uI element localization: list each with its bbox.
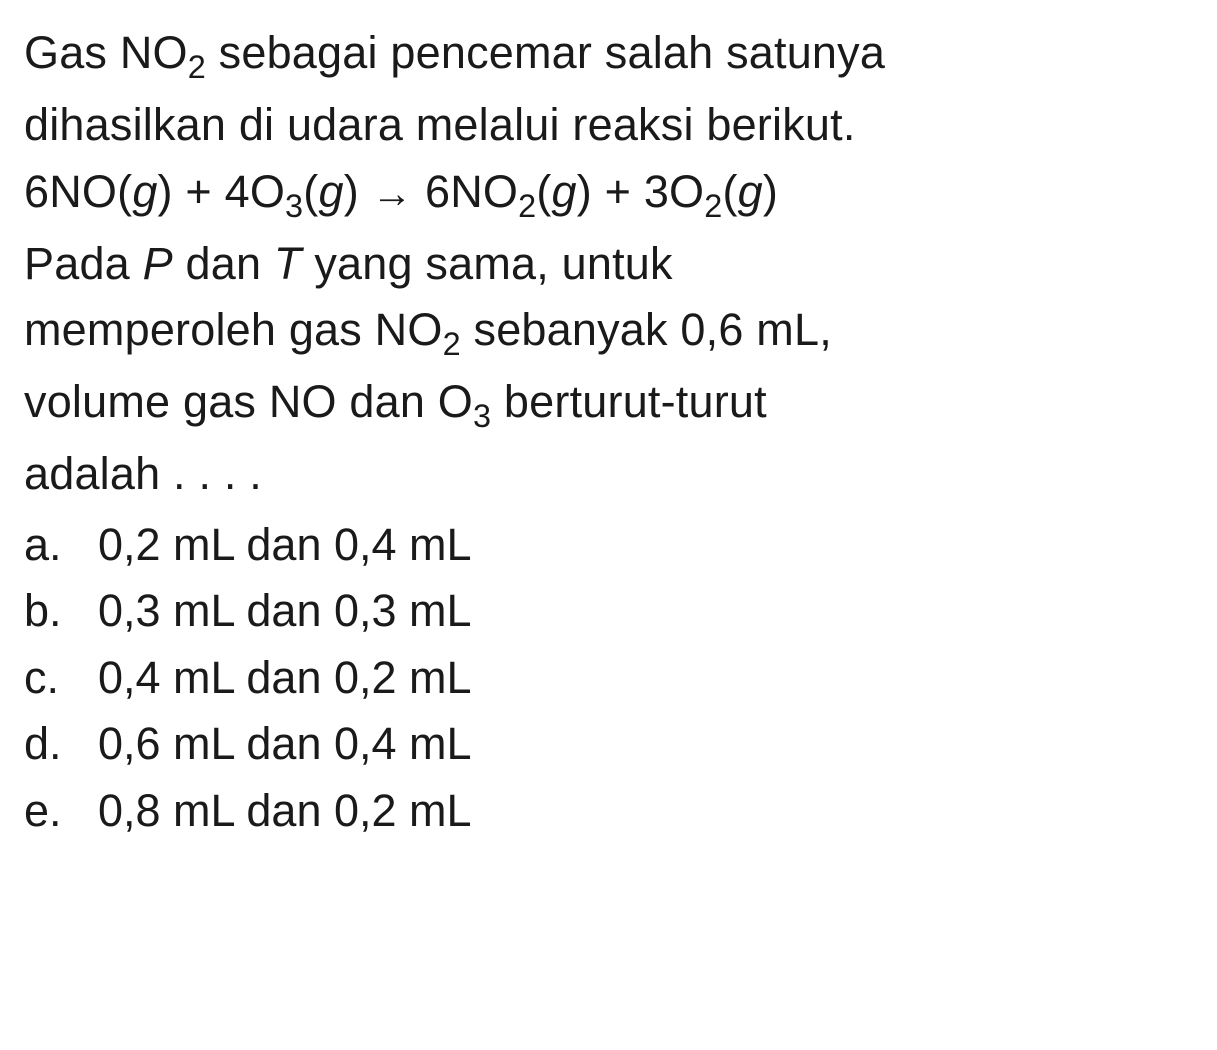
question-line-4: Pada P dan T yang sama, untuk (24, 231, 1193, 298)
text: berturut-turut (491, 376, 767, 427)
eq: ) (763, 166, 778, 217)
option-text: 0,6 mL dan 0,4 mL (98, 711, 472, 778)
question-line-7: adalah . . . . (24, 441, 1193, 508)
eq: ) + 3O (577, 166, 705, 217)
eq: ) (344, 166, 372, 217)
text: sebagai pencemar salah satunya (206, 27, 885, 78)
text: yang sama, untuk (302, 238, 673, 289)
eq-g: g (318, 166, 343, 217)
question-line-2: dihasilkan di udara melalui reaksi berik… (24, 92, 1193, 159)
eq-g: g (552, 166, 577, 217)
option-text: 0,2 mL dan 0,4 mL (98, 512, 472, 579)
text: Gas NO (24, 27, 188, 78)
option-e: e. 0,8 mL dan 0,2 mL (24, 778, 1193, 845)
option-text: 0,8 mL dan 0,2 mL (98, 778, 472, 845)
option-d: d. 0,6 mL dan 0,4 mL (24, 711, 1193, 778)
option-b: b. 0,3 mL dan 0,3 mL (24, 578, 1193, 645)
eq: ( (536, 166, 551, 217)
text: dan (173, 238, 274, 289)
eq-g: g (132, 166, 157, 217)
equation-line: 6NO(g) + 4O3(g) → 6NO2(g) + 3O2(g) (24, 159, 1193, 231)
text: memperoleh gas NO (24, 304, 443, 355)
option-letter: e. (24, 778, 54, 845)
eq-sub: 2 (704, 188, 722, 224)
option-letter: a. (24, 512, 54, 579)
option-letter: d. (24, 711, 54, 778)
subscript: 2 (188, 49, 206, 85)
question-body: Gas NO2 sebagai pencemar salah satunya d… (24, 20, 1193, 508)
var-P: P (143, 238, 173, 289)
text: Pada (24, 238, 143, 289)
option-text: 0,3 mL dan 0,3 mL (98, 578, 472, 645)
question-line-6: volume gas NO dan O3 berturut-turut (24, 369, 1193, 441)
eq: ( (303, 166, 318, 217)
question-line-1: Gas NO2 sebagai pencemar salah satunya (24, 20, 1193, 92)
eq-sub: 2 (518, 188, 536, 224)
eq-sub: 3 (285, 188, 303, 224)
option-text: 0,4 mL dan 0,2 mL (98, 645, 472, 712)
var-T: T (274, 238, 302, 289)
option-c: c. 0,4 mL dan 0,2 mL (24, 645, 1193, 712)
question-line-5: memperoleh gas NO2 sebanyak 0,6 mL, (24, 297, 1193, 369)
eq: 6NO (412, 166, 518, 217)
text: sebanyak 0,6 mL, (461, 304, 832, 355)
text: volume gas NO dan O (24, 376, 473, 427)
arrow-icon: → (372, 170, 413, 216)
eq: ( (722, 166, 737, 217)
eq: 6NO( (24, 166, 132, 217)
options-list: a. 0,2 mL dan 0,4 mL b. 0,3 mL dan 0,3 m… (24, 512, 1193, 845)
option-letter: b. (24, 578, 54, 645)
subscript: 3 (473, 398, 491, 434)
eq-g: g (738, 166, 763, 217)
option-letter: c. (24, 645, 54, 712)
option-a: a. 0,2 mL dan 0,4 mL (24, 512, 1193, 579)
eq: ) + 4O (158, 166, 286, 217)
subscript: 2 (443, 326, 461, 362)
